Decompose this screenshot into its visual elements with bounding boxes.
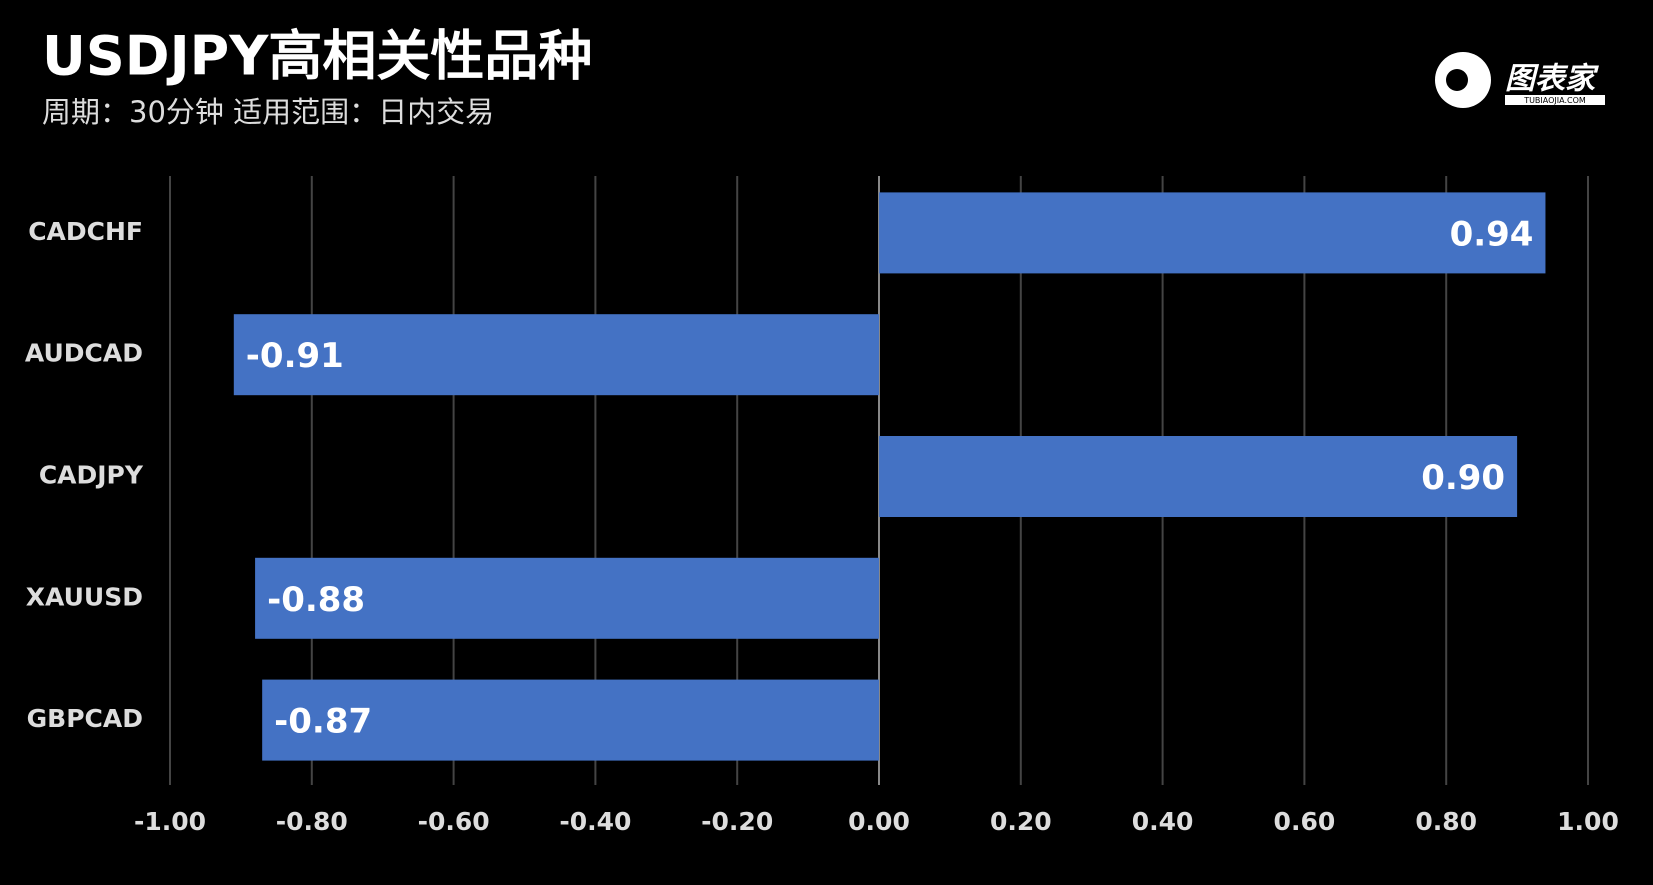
logo-icon-eye	[1446, 69, 1468, 91]
value-label: 0.94	[1450, 214, 1534, 254]
bar	[233, 314, 879, 396]
y-tick-label: CADCHF	[28, 217, 143, 246]
logo-site: TUBIAOJIA.COM	[1523, 96, 1586, 105]
x-tick-label: 1.00	[1557, 807, 1619, 836]
logo: 图表家 TUBIAOJIA.COM	[1435, 52, 1605, 108]
x-tick-label: -0.60	[418, 807, 490, 836]
x-tick-label: 0.80	[1415, 807, 1477, 836]
bar	[879, 436, 1518, 517]
value-label: -0.88	[267, 580, 365, 620]
value-label: 0.90	[1421, 458, 1505, 498]
x-tick-label: 0.60	[1274, 807, 1336, 836]
bar	[262, 679, 879, 761]
value-label: -0.87	[274, 702, 372, 742]
y-tick-label: XAUUSD	[26, 582, 143, 611]
logo-bar	[1505, 95, 1605, 105]
y-tick-label: AUDCAD	[25, 339, 143, 368]
y-tick-label: CADJPY	[39, 461, 144, 490]
value-label: -0.91	[246, 336, 344, 376]
x-tick-label: -1.00	[134, 807, 206, 836]
x-tick-label: -0.40	[559, 807, 631, 836]
y-tick-label: GBPCAD	[27, 704, 143, 733]
x-tick-label: 0.20	[990, 807, 1052, 836]
x-tick-label: -0.80	[276, 807, 348, 836]
bar	[255, 557, 879, 639]
bar	[879, 192, 1546, 274]
chart-title: USDJPY高相关性品种	[42, 25, 592, 88]
x-tick-label: 0.40	[1132, 807, 1194, 836]
x-tick-label: -0.20	[701, 807, 773, 836]
x-tick-label: 0.00	[848, 807, 910, 836]
logo-name: 图表家	[1505, 62, 1599, 97]
chart-subtitle: 周期：30分钟 适用范围：日内交易	[42, 95, 494, 129]
